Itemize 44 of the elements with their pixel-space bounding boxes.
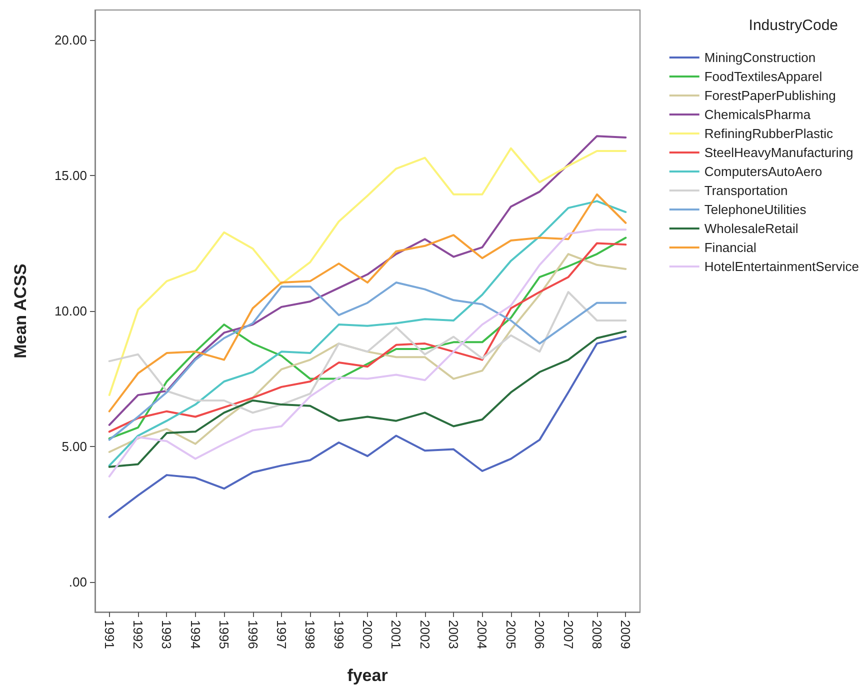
line-series (108, 330, 627, 468)
x-tick-label: 2001 (388, 620, 404, 649)
legend-label: Financial (704, 240, 757, 255)
legend-label: SteelHeavyManufacturing (704, 145, 854, 160)
line-series (108, 291, 627, 414)
x-tick-label: 2005 (503, 620, 518, 649)
x-tick-label: 2008 (589, 620, 604, 649)
x-tick-label: 1993 (159, 620, 174, 649)
x-tick-label: 1999 (331, 620, 346, 649)
x-tick-label: 2006 (532, 620, 548, 649)
legend-label: ForestPaperPublishing (704, 88, 836, 103)
y-tick-label: 5.00 (62, 439, 87, 454)
x-tick-label: 1992 (130, 620, 146, 649)
y-tick-label: 20.00 (54, 32, 87, 48)
x-tick-label: 1991 (102, 620, 117, 649)
legend-label: MiningConstruction (704, 50, 816, 65)
legend-label: FoodTextilesApparel (704, 69, 822, 84)
line-series (108, 282, 627, 441)
x-tick-label: 2003 (446, 620, 462, 649)
x-tick-label: 2007 (560, 620, 576, 649)
x-tick-label: 2009 (618, 620, 634, 649)
legend-label: TelephoneUtilities (704, 202, 807, 217)
legend-title: IndustryCode (748, 17, 838, 34)
legend-label: HotelEntertainmentService (704, 259, 860, 274)
x-tick-label: 2002 (417, 620, 432, 649)
legend-label: ChemicalsPharma (704, 107, 812, 122)
legend-label: Transportation (704, 183, 788, 198)
y-tick-label: .00 (68, 574, 87, 590)
x-tick-label: 2004 (474, 620, 490, 649)
legend-label: ComputersAutoAero (704, 164, 822, 179)
x-tick-label: 1994 (188, 620, 203, 649)
x-tick-label: 1998 (302, 620, 318, 649)
x-tick-label: 1995 (216, 620, 232, 649)
legend-label: WholesaleRetail (704, 221, 798, 236)
y-axis-title: Mean ACSS (11, 264, 30, 358)
legend-label: RefiningRubberPlastic (704, 126, 834, 141)
y-tick-label: 15.00 (54, 168, 87, 183)
line-series (108, 193, 627, 412)
y-tick-label: 10.00 (54, 304, 87, 318)
x-tick-label: 1996 (245, 620, 260, 649)
x-axis-title: fyear (347, 666, 388, 685)
x-tick-label: 1997 (274, 620, 289, 649)
line-series (108, 336, 627, 518)
x-tick-label: 2000 (360, 620, 375, 649)
